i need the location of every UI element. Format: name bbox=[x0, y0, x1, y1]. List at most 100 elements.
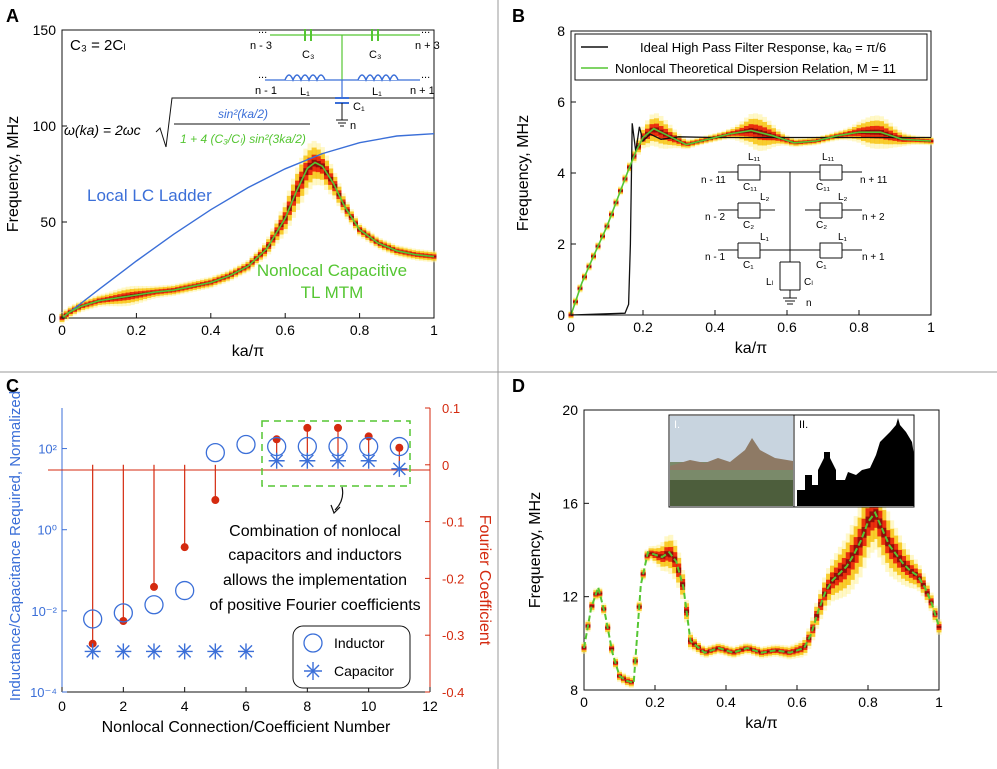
circuit-b-n-plus-2: n + 2 bbox=[862, 212, 885, 223]
x-tick-label: 10 bbox=[361, 698, 377, 714]
circuit-b-n-minus-11: n - 11 bbox=[701, 175, 726, 186]
y-tick-label: 2 bbox=[557, 236, 565, 252]
capacitor-marker bbox=[115, 643, 132, 660]
capacitor-marker bbox=[360, 452, 377, 469]
heatmap-cell bbox=[897, 555, 903, 563]
panel-c-axes: 0 2 4 6 8 10 12 10⁻⁴ 10⁻² 10⁰ 10² -0.4 -0.3 -0.2 -0.1 0… bbox=[7, 391, 493, 736]
heatmap-cell bbox=[589, 605, 595, 607]
heatmap-cell bbox=[648, 552, 654, 555]
circuit-b-c2-right: C₂ bbox=[816, 220, 827, 231]
panel-a-label-nonlocal-1: Nonlocal Capacitive bbox=[257, 261, 407, 280]
y-tick-label: 20 bbox=[562, 402, 578, 418]
capacitor-marker-stroke bbox=[239, 644, 253, 658]
panel-a-sqrt-symbol bbox=[155, 97, 434, 148]
fourier-point bbox=[211, 496, 220, 505]
heatmap-cell bbox=[656, 554, 662, 558]
capacitor-marker bbox=[268, 452, 285, 469]
circuit-a-c3-left-label: C₃ bbox=[302, 49, 314, 61]
x-tick-label: 0.6 bbox=[275, 322, 295, 338]
y-axis-label: Frequency, MHz bbox=[5, 116, 22, 232]
x-tick-label: 0.2 bbox=[633, 319, 653, 335]
right-y-tick-label: 0.1 bbox=[442, 401, 460, 416]
heatmap-cell bbox=[901, 560, 906, 568]
circuit-a-n-minus-1: n - 1 bbox=[255, 85, 277, 97]
circuit-b-l11-right: L₁₁ bbox=[822, 152, 835, 163]
inductor-marker bbox=[175, 580, 195, 601]
panel-letter-d: D bbox=[512, 376, 525, 396]
circuit-b-ll: Lₗ bbox=[766, 277, 774, 288]
circuit-b-box-11 bbox=[737, 165, 843, 180]
circuit-b-l1-left: L₁ bbox=[760, 232, 770, 243]
left-y-tick-label: 10⁻⁴ bbox=[30, 685, 57, 700]
panel-c-series bbox=[83, 423, 409, 660]
fourier-point bbox=[150, 582, 158, 591]
right-y-tick-label: -0.4 bbox=[442, 685, 464, 700]
x-tick-label: 0.6 bbox=[777, 319, 797, 335]
circuit-b-n-plus-1: n + 1 bbox=[862, 252, 885, 263]
panel-b-axes: 0 0.2 0.4 0.6 0.8 1 0 2 4 6 8 ka/π Frequency, MHz bbox=[515, 23, 935, 357]
x-tick-label: 0 bbox=[58, 698, 66, 714]
heatmap-cell bbox=[865, 516, 871, 528]
panel-a-heatmap bbox=[59, 140, 437, 324]
capacitor-marker bbox=[84, 643, 101, 660]
fourier-point bbox=[395, 443, 404, 452]
right-y-tick-label: -0.2 bbox=[442, 571, 464, 586]
panel-b-series bbox=[570, 123, 932, 316]
heatmap-cell bbox=[609, 647, 615, 650]
circuit-a-dots-nm3: ... bbox=[258, 24, 267, 36]
x-tick-label: 8 bbox=[303, 698, 311, 714]
circuit-a-l1-right bbox=[357, 74, 399, 83]
heatmap-cell bbox=[908, 569, 914, 575]
inductor-marker bbox=[236, 434, 256, 455]
panel-c-legend-capacitor: Capacitor bbox=[334, 663, 394, 679]
x-tick-label: 0.6 bbox=[787, 694, 807, 710]
inductor-marker bbox=[83, 609, 103, 629]
panel-a-axes: 0 0.2 0.4 0.6 0.8 1 0 50 100 150 ka/π Frequency, MH… bbox=[5, 22, 438, 360]
x-tick-label: 4 bbox=[181, 698, 189, 714]
panel-letter-a: A bbox=[6, 6, 19, 26]
heatmap-cell bbox=[691, 643, 697, 646]
y-tick-label: 8 bbox=[570, 682, 578, 698]
circuit-b-cl: Cₗ bbox=[804, 277, 813, 288]
capacitor-marker-stroke bbox=[208, 644, 222, 658]
panel-b: 0 0.2 0.4 0.6 0.8 1 0 2 4 6 8 ka/π Frequency, MHz Id… bbox=[515, 23, 935, 357]
panel-d-photo-trees bbox=[670, 480, 793, 506]
heatmap-cell bbox=[841, 564, 847, 573]
circuit-a-l1-right-label: L₁ bbox=[372, 86, 382, 98]
panel-d-heatmap bbox=[581, 479, 942, 689]
series-line-nonlocal-theoretical-dispersion-relation-m-11 bbox=[570, 127, 932, 316]
circuit-b-c1-left: C₁ bbox=[743, 260, 754, 271]
capacitor-marker bbox=[330, 452, 346, 469]
panel-c-legend: Inductor Capacitor bbox=[292, 625, 411, 689]
circuit-b-c1-right: C₁ bbox=[816, 260, 827, 271]
x-tick-label: 0.4 bbox=[716, 694, 736, 710]
x-tick-label: 0.4 bbox=[201, 322, 221, 338]
heatmap-cell bbox=[833, 572, 839, 580]
y-tick-label: 0 bbox=[48, 310, 56, 326]
circuit-b-c2-left: C₂ bbox=[743, 220, 754, 231]
panel-letter-b: B bbox=[512, 6, 525, 26]
fourier-point bbox=[334, 423, 342, 432]
y-axis-label: Frequency, MHz bbox=[527, 492, 544, 608]
capacitor-marker-stroke bbox=[392, 462, 406, 476]
heatmap-cell bbox=[924, 591, 930, 595]
circuit-b-node: n bbox=[806, 298, 812, 309]
heatmap-cell bbox=[723, 649, 729, 652]
panel-a-series bbox=[61, 133, 435, 319]
circuit-b-l2-left: L₂ bbox=[760, 192, 770, 203]
circuit-b-n-plus-11: n + 11 bbox=[860, 175, 888, 186]
heatmap-cell bbox=[774, 649, 780, 652]
series-line-florence-skyline-dispersion bbox=[583, 510, 940, 685]
series-line-local-lc-ladder bbox=[61, 133, 435, 319]
circuit-a-dots-nm1: ... bbox=[258, 69, 267, 81]
x-tick-label: 0.8 bbox=[350, 322, 370, 338]
heatmap-cell bbox=[936, 625, 942, 629]
right-y-tick-label: 0 bbox=[442, 458, 449, 473]
x-tick-label: 1 bbox=[430, 322, 438, 338]
x-axis-label: ka/π bbox=[735, 340, 767, 357]
fourier-point bbox=[180, 543, 189, 552]
circuit-b-row-11 bbox=[718, 164, 862, 181]
circuit-a-c1-label: C₁ bbox=[353, 101, 365, 113]
panel-letter-c: C bbox=[6, 376, 19, 396]
